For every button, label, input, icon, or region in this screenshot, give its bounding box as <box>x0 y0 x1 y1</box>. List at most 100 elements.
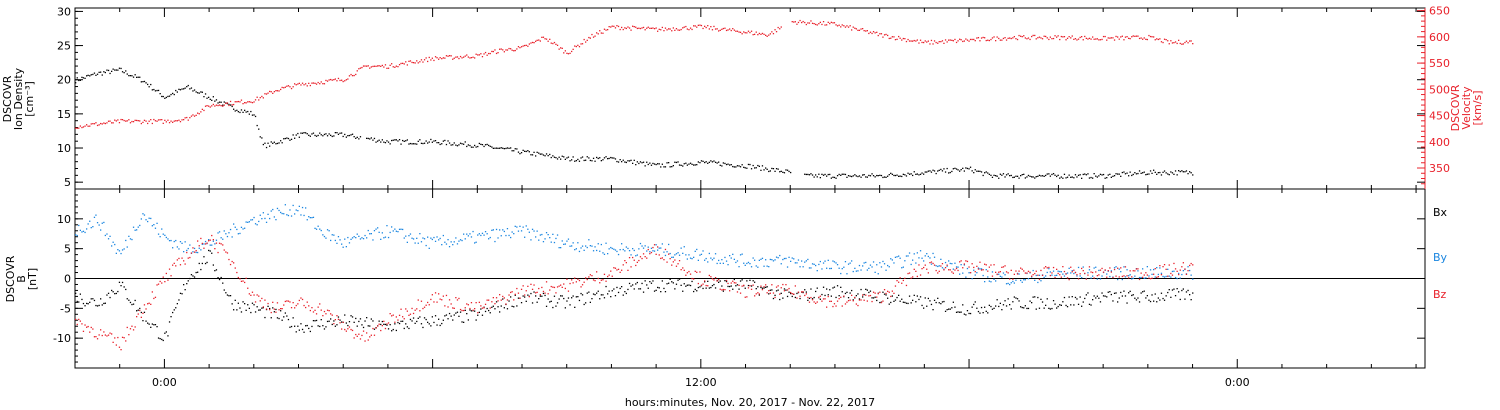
data-point <box>796 292 798 295</box>
data-point <box>933 170 936 172</box>
data-point <box>872 175 875 177</box>
data-point <box>175 265 177 267</box>
data-point <box>976 37 978 39</box>
data-point <box>1034 272 1036 275</box>
data-point <box>962 40 964 43</box>
data-point <box>1093 277 1095 279</box>
data-point <box>392 328 394 331</box>
data-point <box>811 263 814 265</box>
data-point <box>1184 41 1186 44</box>
y-axis-title-bottom: [nT] <box>26 268 39 290</box>
data-point <box>1146 274 1148 276</box>
data-point <box>372 320 374 322</box>
data-point <box>771 167 773 170</box>
data-point <box>621 243 623 245</box>
data-point <box>1051 274 1053 276</box>
data-point <box>1187 289 1189 292</box>
data-point <box>456 299 459 301</box>
data-point <box>378 65 380 67</box>
data-point <box>519 297 521 299</box>
data-point <box>883 176 886 178</box>
data-point <box>381 325 383 327</box>
data-point <box>940 168 942 171</box>
data-point <box>186 116 188 119</box>
data-point <box>957 266 959 268</box>
data-point <box>344 314 346 316</box>
data-point <box>930 39 933 42</box>
data-point <box>641 257 643 260</box>
data-point <box>1128 292 1130 294</box>
data-point <box>1168 264 1170 266</box>
data-point <box>733 278 735 281</box>
data-point <box>1132 294 1134 296</box>
data-point <box>741 279 743 281</box>
data-point <box>977 37 980 39</box>
data-point <box>739 166 742 168</box>
data-point <box>244 102 246 104</box>
data-point <box>566 278 568 280</box>
data-point <box>763 265 765 267</box>
data-point <box>1118 297 1120 299</box>
data-point <box>79 229 81 231</box>
data-point <box>804 289 806 291</box>
data-point <box>725 29 728 32</box>
data-point <box>844 26 847 28</box>
data-point <box>92 73 94 76</box>
data-point <box>513 50 515 52</box>
data-point <box>966 167 969 170</box>
data-point <box>786 289 789 291</box>
data-point <box>935 41 937 44</box>
data-point <box>943 42 945 44</box>
data-point <box>445 243 448 245</box>
data-point <box>156 284 158 286</box>
data-point <box>428 323 430 325</box>
data-point <box>527 285 529 287</box>
data-point <box>262 307 264 309</box>
data-point <box>890 301 892 304</box>
data-point <box>1066 272 1069 274</box>
data-point <box>1068 296 1070 298</box>
data-point <box>668 162 670 164</box>
data-point <box>1035 308 1037 310</box>
data-point <box>411 237 413 239</box>
data-point <box>671 264 673 266</box>
data-point <box>147 303 149 305</box>
data-point <box>827 259 829 261</box>
data-point <box>545 38 548 40</box>
data-point <box>494 240 496 243</box>
data-point <box>530 292 532 295</box>
data-point <box>677 279 679 281</box>
data-point <box>1074 271 1077 274</box>
data-point <box>545 153 548 155</box>
data-point <box>198 92 200 94</box>
data-point <box>331 323 333 326</box>
data-point <box>1074 174 1077 176</box>
data-point <box>497 237 499 239</box>
data-point <box>921 41 923 44</box>
data-point <box>195 251 197 254</box>
data-point <box>702 287 704 290</box>
data-point <box>862 294 864 296</box>
data-point <box>760 285 762 287</box>
data-point <box>1138 276 1141 279</box>
data-point <box>549 38 551 40</box>
data-point <box>175 239 177 242</box>
data-point <box>455 144 457 146</box>
data-point <box>123 119 125 122</box>
data-point <box>630 285 632 287</box>
data-point <box>75 318 77 321</box>
data-point <box>1023 279 1025 281</box>
data-point <box>286 315 288 317</box>
data-point <box>123 286 125 288</box>
data-point <box>1190 262 1192 265</box>
data-point <box>1118 38 1120 40</box>
data-point <box>1176 42 1178 45</box>
data-point <box>995 305 997 307</box>
data-point <box>389 231 391 234</box>
data-point <box>464 55 466 57</box>
data-point <box>685 25 687 28</box>
data-point <box>147 122 149 125</box>
data-point <box>894 39 897 41</box>
data-point <box>600 32 602 34</box>
data-point <box>799 19 801 22</box>
